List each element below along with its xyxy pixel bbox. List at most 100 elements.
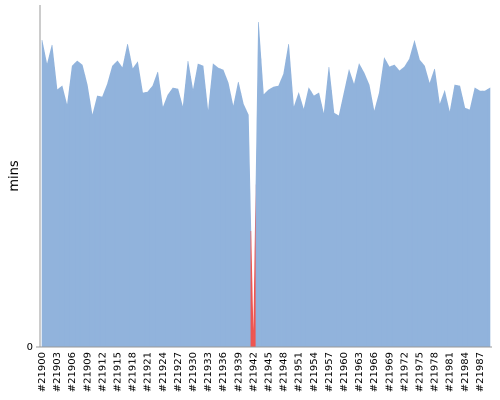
x-tick-label: #21936: [218, 352, 229, 392]
area-segment: [69, 62, 76, 348]
area-segment: [300, 98, 307, 348]
area-segment: [441, 89, 448, 348]
area-segment: [49, 44, 55, 348]
area-segment: [250, 184, 257, 348]
x-tick-label: #21909: [82, 352, 93, 392]
area-segment: [165, 90, 171, 348]
x-tick-label: #21984: [460, 352, 471, 392]
area-segment: [436, 86, 443, 348]
area-segment: [331, 89, 337, 348]
area-segment: [64, 85, 70, 348]
area-segment: [154, 71, 161, 348]
area-segment: [159, 89, 166, 348]
area-segment: [326, 66, 332, 348]
area-segment: [149, 78, 156, 348]
area-segment: [275, 79, 282, 348]
x-tick-label: #21951: [294, 352, 305, 392]
area-segment: [411, 39, 418, 348]
area-segment: [351, 74, 357, 348]
x-tick-label: #21927: [173, 352, 184, 392]
y-axis-label: mins: [7, 160, 22, 192]
area-segment: [79, 62, 86, 348]
x-tick-label: #21906: [67, 352, 78, 392]
area-segment: [467, 98, 473, 348]
area-segment: [200, 64, 206, 348]
area-segment: [180, 84, 186, 348]
area-segment: [240, 92, 247, 348]
x-tick-label: #21987: [475, 352, 486, 392]
x-tick-label: #21978: [430, 352, 441, 392]
area-segment: [255, 21, 262, 348]
area-segment: [89, 100, 96, 348]
area-segment: [265, 87, 272, 348]
area-segment: [371, 98, 378, 348]
area-segment: [59, 85, 65, 348]
x-tick-label: #21915: [113, 352, 124, 392]
area-segment: [305, 87, 312, 348]
x-tick-label: #21981: [445, 352, 456, 392]
x-tick-label: #21948: [279, 352, 290, 392]
x-tick-label: #21945: [264, 352, 275, 392]
area-segment: [144, 88, 151, 348]
area-segment: [84, 74, 91, 348]
area-segment: [311, 90, 317, 348]
area-segment: [321, 90, 327, 348]
area-segment: [185, 60, 191, 348]
area-segment: [205, 88, 211, 348]
area-segment: [361, 67, 367, 348]
x-tick-label: #21972: [399, 352, 410, 392]
area-segment: [41, 39, 45, 348]
area-segment: [170, 87, 176, 348]
area-segment: [477, 88, 483, 348]
area-segment: [215, 65, 221, 348]
area-segment: [74, 60, 81, 348]
area-segment: [336, 104, 342, 348]
area-segment: [391, 64, 398, 348]
area-segment: [124, 43, 131, 348]
x-tick-label: #21969: [384, 352, 395, 392]
x-tick-label: #21912: [97, 352, 108, 392]
area-segment: [44, 52, 50, 348]
x-tick-label: #21942: [248, 352, 259, 392]
area-segment: [366, 78, 373, 348]
area-segment: [134, 61, 141, 348]
area-segment: [451, 84, 458, 348]
area-segment: [270, 86, 277, 348]
area-segment: [421, 62, 428, 348]
x-tick-label: #21939: [233, 352, 244, 392]
x-tick-label: #21963: [354, 352, 365, 392]
x-tick-label: #21960: [339, 352, 350, 392]
area-segment: [109, 62, 116, 348]
area-segment: [225, 76, 232, 348]
area-segment: [416, 50, 423, 348]
area-segment: [482, 88, 488, 348]
area-segment: [487, 87, 491, 348]
area-segment: [260, 58, 267, 348]
area-segment: [210, 63, 216, 348]
area-segment: [456, 85, 463, 348]
area-segment: [290, 75, 297, 348]
area-segment: [346, 68, 352, 348]
area-segment: [316, 92, 322, 348]
area-segment: [285, 43, 292, 348]
area-segment: [426, 74, 433, 348]
area-segment: [381, 57, 388, 348]
area-segment: [280, 58, 287, 348]
y-tick-label: 0: [27, 342, 33, 353]
x-tick-label: #21966: [369, 352, 380, 392]
area-segment: [396, 67, 403, 348]
area-segment: [94, 95, 101, 348]
area-segment: [235, 81, 242, 348]
x-tick-label: #21930: [188, 352, 199, 392]
x-tick-label: #21900: [37, 352, 48, 392]
area-segment: [104, 74, 111, 348]
area-segment: [54, 67, 60, 348]
area-segment: [190, 75, 196, 348]
area-segment: [406, 49, 413, 348]
area-segment: [295, 92, 302, 348]
x-tick-label: #21954: [309, 352, 320, 392]
area-segment: [99, 90, 106, 348]
area-segment: [129, 56, 136, 348]
x-tick-label: #21924: [158, 352, 169, 392]
